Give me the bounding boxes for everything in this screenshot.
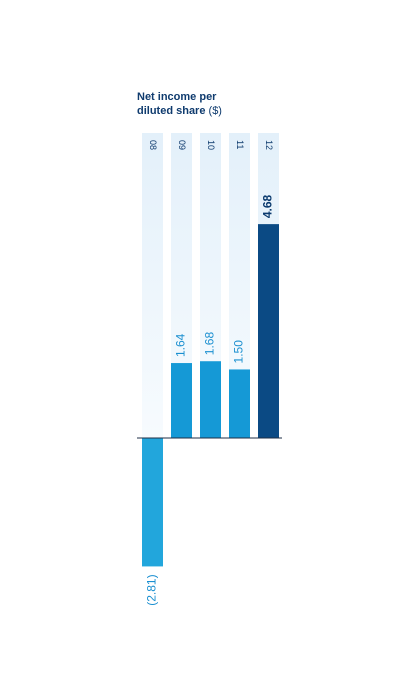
column-background <box>142 133 163 438</box>
unit: ($) <box>209 105 222 117</box>
bar <box>229 369 250 438</box>
category-label: 08 <box>148 140 158 150</box>
value-label: 1.68 <box>203 332 217 356</box>
plot-area: 08 (2.81) 09 1.64 10 1.68 11 1.50 12 4.68 <box>137 133 282 606</box>
category-label: 10 <box>206 140 216 150</box>
column-background <box>229 133 250 438</box>
value-label: 1.50 <box>232 340 246 364</box>
bar <box>200 361 221 438</box>
value-label: 4.68 <box>261 194 275 218</box>
value-label: (2.81) <box>145 574 159 605</box>
chart-title: Net income per <box>137 91 217 103</box>
category-label: 11 <box>235 140 245 149</box>
column-background <box>171 133 192 438</box>
value-label: 1.64 <box>174 333 188 357</box>
chart-title-line: diluted share ($) <box>137 105 222 117</box>
bar <box>258 224 279 438</box>
category-label: 12 <box>264 140 274 150</box>
bar <box>171 363 192 438</box>
category-label: 09 <box>177 140 187 150</box>
bar <box>142 438 163 567</box>
